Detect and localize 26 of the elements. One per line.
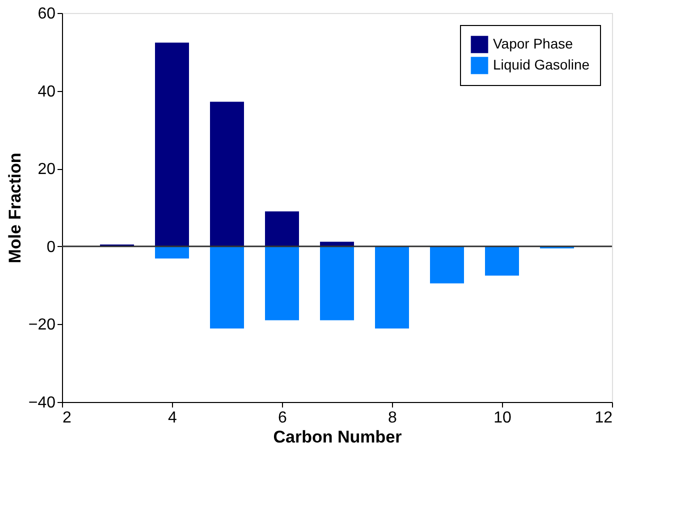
bar xyxy=(265,211,299,246)
x-axis-title: Carbon Number xyxy=(273,428,402,446)
legend-label: Liquid Gasoline xyxy=(493,56,590,72)
y-tick-label: 20 xyxy=(38,161,56,178)
bar xyxy=(210,246,244,328)
bar xyxy=(155,42,189,246)
bar xyxy=(430,246,464,284)
y-tick-label: 60 xyxy=(38,6,56,22)
bar xyxy=(265,246,299,320)
x-tick-label: 12 xyxy=(594,410,613,426)
x-tick-label: 2 xyxy=(62,410,72,426)
legend-label: Vapor Phase xyxy=(493,36,574,52)
y-axis-title: Mole Fraction xyxy=(5,152,24,264)
bar xyxy=(375,246,409,328)
y-tick-label: 0 xyxy=(46,238,56,256)
x-tick-label: 6 xyxy=(278,410,288,426)
y-tick-label: 40 xyxy=(38,83,56,100)
bar xyxy=(210,102,244,246)
x-tick-label: 8 xyxy=(388,410,398,426)
bar xyxy=(485,246,519,276)
bar xyxy=(320,246,354,320)
y-tick-label: −40 xyxy=(28,394,56,412)
bar xyxy=(155,246,189,258)
y-tick-label: −20 xyxy=(28,316,56,334)
x-tick-label: 10 xyxy=(494,410,512,426)
x-tick-label: 4 xyxy=(168,410,178,426)
